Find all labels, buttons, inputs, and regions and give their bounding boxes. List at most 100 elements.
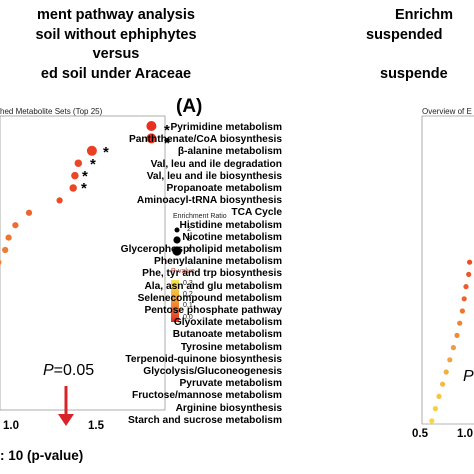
- enrichment-legend-label-4: 4: [187, 247, 191, 254]
- right-chart-point: [432, 406, 438, 412]
- left-panel-title: ment pathway analysis soil without ephip…: [0, 6, 232, 84]
- pathway-label: Panththenate/CoA biosynthesis: [128, 134, 282, 146]
- pathway-label: TCA Cycle: [231, 207, 282, 219]
- pathway-label: Fructose/mannose metabolism: [131, 390, 282, 402]
- right-chart-point: [466, 271, 472, 277]
- pathway-label: Phenylalanine metabolism: [154, 256, 282, 268]
- left-title-line-3: versus: [92, 46, 140, 62]
- enrichment-legend-label-3: 3: [187, 236, 191, 243]
- right-chart-point: [463, 284, 469, 290]
- left-chart-point: [86, 145, 97, 156]
- pathway-label: Arginine biosynthesis: [175, 402, 282, 414]
- pathway-label: Butanoate metabolism: [172, 329, 282, 341]
- pathway-label: Propanoate metabolism: [166, 183, 283, 194]
- pathway-label: Pyrimidine metabolism: [170, 122, 282, 133]
- left-chart-points: [0, 121, 157, 266]
- pvalue-legend-title: P-value: [171, 268, 195, 275]
- right-chart-point: [447, 357, 453, 363]
- pathway-label: Val, leu and ile biosynthesis: [146, 170, 282, 182]
- significance-star-1: *: [164, 122, 170, 139]
- right-chart-point: [461, 296, 467, 302]
- right-panel-title: Enrichm suspended suspende: [366, 6, 474, 84]
- pathway-label: Glycerophospholipid metabolism: [120, 244, 282, 255]
- right-chart-point: [436, 393, 442, 399]
- pathway-label: Selenecompound metabolism: [137, 292, 282, 304]
- left-xtick-1-0: 1.0: [3, 420, 19, 432]
- pathway-label: Starch and sucrose metabolism: [128, 414, 282, 426]
- right-title-line-4: suspende: [380, 65, 448, 82]
- right-chart-point: [459, 308, 465, 314]
- legend-size-4: [172, 246, 182, 256]
- left-chart-point: [71, 171, 79, 180]
- significance-star-5: *: [82, 168, 88, 185]
- right-partial-p: P: [463, 368, 474, 385]
- enrichment-legend-title: Enrichment Ratio: [173, 213, 227, 220]
- right-chart-subtitle: Overview of E: [422, 107, 472, 116]
- pathway-label: Phe, tyr and trp biosynthesis: [142, 268, 282, 280]
- pathway-label: Tyrosine metabolism: [180, 341, 282, 353]
- left-x-axis-label: : 10 (p-value): [0, 448, 84, 463]
- pathway-label: Pentose phosphate pathway: [144, 305, 282, 316]
- left-xtick-1-5: 1.5: [88, 420, 104, 432]
- pathway-label: Histidine metabolism: [179, 219, 282, 231]
- pathway-label: Val, leu and ile degradation: [150, 158, 282, 170]
- left-title-line-4: ed soil under Araceae: [40, 65, 192, 82]
- significance-star-4: *: [90, 156, 96, 173]
- right-chart-point: [454, 332, 460, 338]
- left-chart-point: [5, 234, 12, 241]
- pvalue-legend-label-0-3: 0.3: [183, 280, 193, 287]
- right-title-line-1: Enrichm: [395, 7, 454, 23]
- right-title-line-2: suspended: [366, 26, 443, 43]
- left-chart-point: [146, 121, 157, 131]
- right-chart-point: [429, 418, 435, 424]
- left-chart-point: [25, 209, 33, 216]
- pathway-label: Ala, asn and glu metabolism: [144, 280, 282, 292]
- right-plot-frame: [421, 115, 474, 425]
- threshold-label-value: =0.05: [53, 362, 95, 379]
- right-chart-point: [443, 369, 449, 375]
- right-enrichment-chart: [421, 115, 474, 425]
- pathway-label: β-alanine metabolism: [177, 146, 282, 158]
- left-chart-subtitle: hed Metabolite Sets (Top 25): [0, 107, 103, 116]
- right-xtick-1-0: 1.0: [457, 428, 473, 440]
- pathway-label: Aminoacyl-tRNA biosynthesis: [136, 195, 282, 207]
- significance-star-6: *: [81, 180, 87, 197]
- pathway-label: Glyoxilate metabolism: [173, 317, 282, 329]
- legend-size-3: [173, 236, 181, 244]
- left-plot-frame: [0, 115, 166, 411]
- pvalue-legend-label-0-0: 0.0: [183, 314, 193, 321]
- left-title-line-2: soil without ephiphytes: [35, 26, 197, 43]
- significance-star-3: *: [103, 144, 109, 161]
- left-title-line-1: ment pathway analysis: [37, 7, 195, 23]
- right-chart-point: [457, 320, 463, 326]
- left-chart-point: [56, 197, 63, 204]
- left-chart-point: [74, 159, 83, 167]
- left-chart-point: [12, 222, 19, 229]
- left-chart-point: [0, 259, 2, 266]
- right-chart-point: [440, 381, 446, 387]
- threshold-arrow-head: [58, 414, 74, 426]
- pathway-label: Nicotine metabolism: [182, 231, 282, 243]
- left-chart-point: [69, 184, 77, 192]
- panel-label-a: (A): [176, 96, 203, 117]
- right-partial-p-label: P: [463, 368, 474, 386]
- left-enrichment-chart: [0, 115, 182, 426]
- pathway-label: Pyruvate metabolism: [179, 378, 282, 390]
- right-chart-points: [429, 259, 473, 424]
- pvalue-legend-label-0-1: 0.1: [183, 302, 193, 309]
- threshold-label-p: P: [43, 362, 54, 379]
- right-xtick-0-5: 0.5: [412, 428, 428, 440]
- enrichment-legend-label-2: 2: [187, 226, 191, 233]
- left-chart-point: [2, 246, 9, 254]
- legend-size-2: [174, 227, 180, 233]
- left-chart-point: [146, 133, 157, 144]
- pvalue-legend-label-0-2: 0.2: [183, 291, 193, 298]
- enrichment-legend: [172, 227, 182, 256]
- pathway-label: Terpenoid-quinone biosynthesis: [125, 353, 282, 365]
- right-chart-point: [450, 345, 456, 351]
- threshold-label: P=0.05: [43, 362, 94, 380]
- right-chart-point: [467, 259, 473, 265]
- significance-star-2: *: [164, 135, 170, 152]
- pathway-label: Glycolysis/Gluconeogenesis: [143, 366, 282, 377]
- pvalue-colorbar: [171, 280, 179, 322]
